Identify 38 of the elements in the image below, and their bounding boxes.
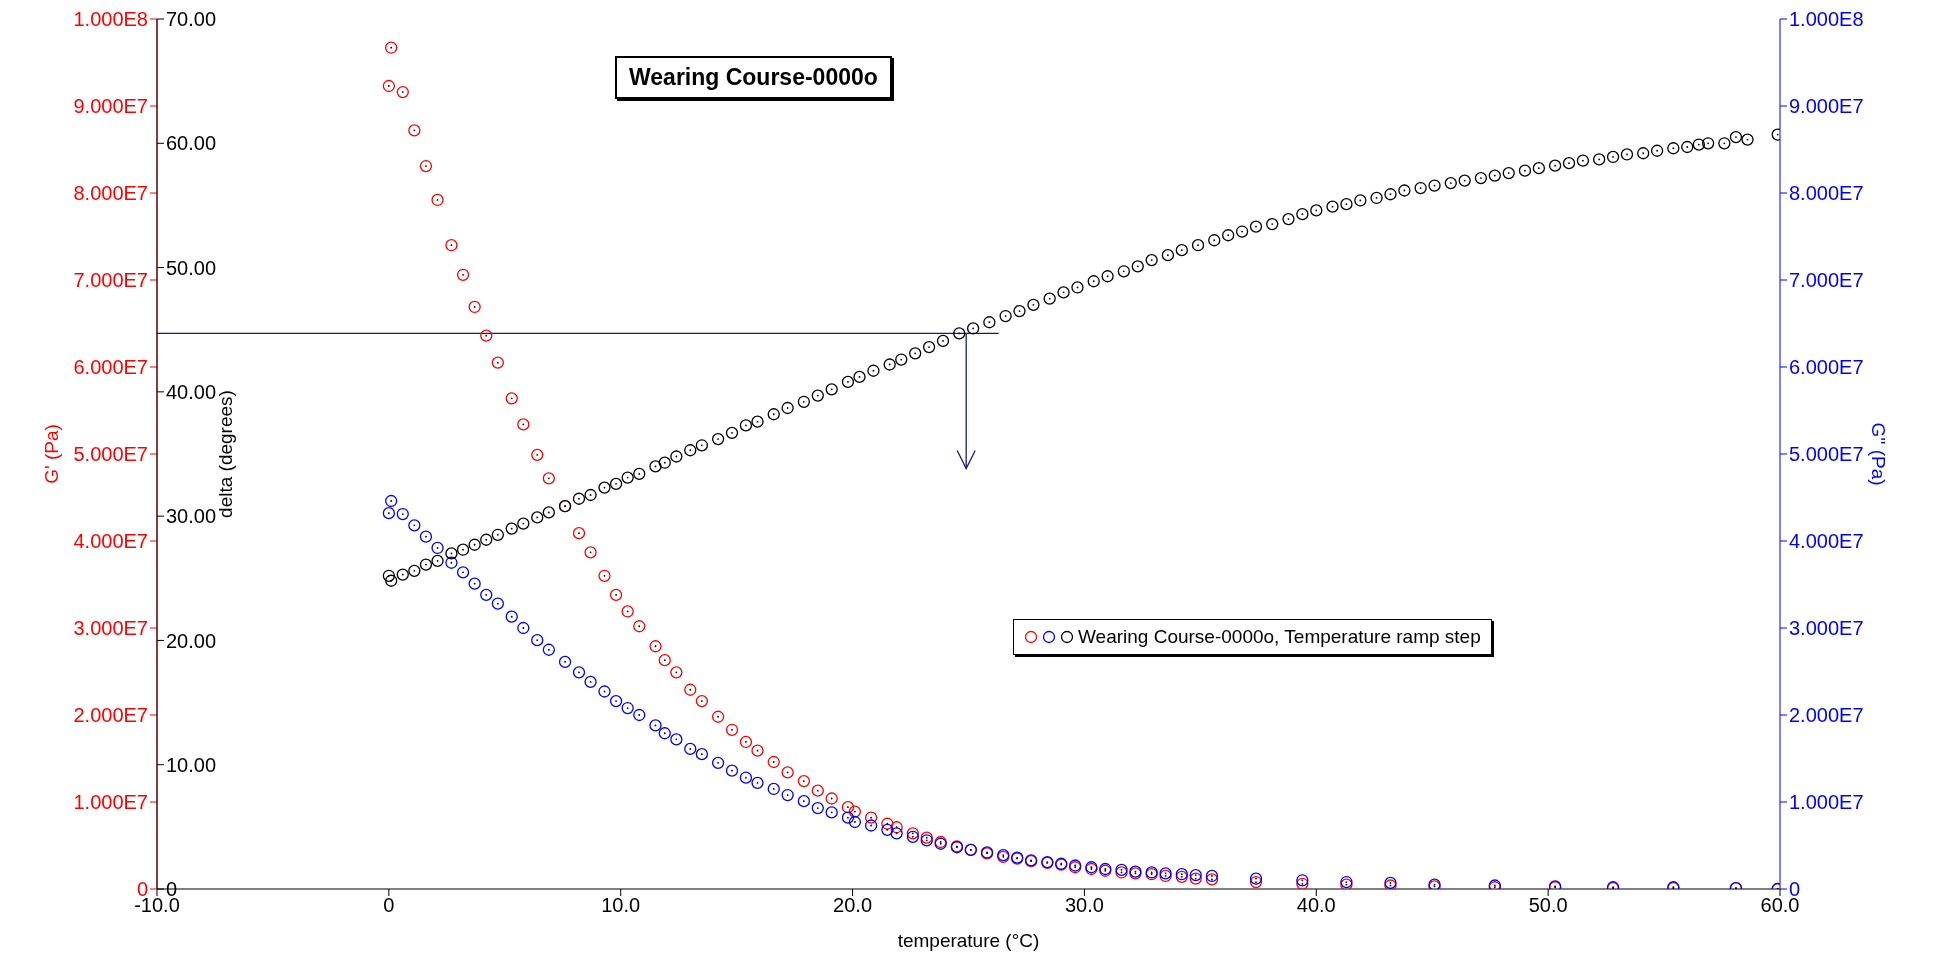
legend-label: Wearing Course-0000o, Temperature ramp step	[1078, 626, 1481, 648]
y3-tick-label: 40.00	[166, 380, 217, 403]
y2-tick-label: 2.000E7	[1789, 704, 1864, 727]
text: Wearing Course-0000o	[615, 56, 892, 99]
y3-tick-label: 60.00	[166, 132, 217, 155]
x-axis-title: temperature (°C)	[897, 930, 1040, 951]
y-tick-label: 6.000E7	[73, 356, 148, 379]
x-tick-label: 40.0	[1296, 894, 1336, 917]
y3-tick-label: 70.00	[166, 8, 217, 31]
y2-tick-label: 7.000E7	[1789, 269, 1864, 292]
y-tick-label: 7.000E7	[73, 269, 148, 292]
y2-tick-label: 6.000E7	[1789, 356, 1864, 379]
y3-tick-label: 30.00	[166, 505, 217, 528]
x-tick-label: 0	[383, 894, 395, 917]
x-tick-label: 50.0	[1528, 894, 1568, 917]
x-tick-label: 30.0	[1064, 894, 1104, 917]
y2-axis-title: G'' (Pa)	[1867, 422, 1889, 486]
y-axis-title: G' (Pa)	[40, 424, 62, 484]
y-tick-label: 3.000E7	[73, 617, 148, 640]
y2-tick-label: 5.000E7	[1789, 443, 1864, 466]
y2-tick-label: 4.000E7	[1789, 530, 1864, 553]
y2-tick-label: 3.000E7	[1789, 617, 1864, 640]
y-tick-label: 8.000E7	[73, 182, 148, 205]
y2-tick-label: 9.000E7	[1789, 95, 1864, 118]
y2-tick-label: 1.000E8	[1789, 8, 1864, 31]
y-tick-label: 1.000E8	[73, 8, 148, 31]
y3-tick-label: 20.00	[166, 629, 217, 652]
y-tick-label: 5.000E7	[73, 443, 148, 466]
y3-tick-label: 50.00	[166, 256, 217, 279]
y-tick-label: 4.000E7	[73, 530, 148, 553]
y3-tick-label: 10.00	[166, 753, 217, 776]
y-tick-label: 1.000E7	[73, 791, 148, 814]
y-tick-label: 2.000E7	[73, 704, 148, 727]
y2-tick-label: 1.000E7	[1789, 791, 1864, 814]
y-tick-label: 9.000E7	[73, 95, 148, 118]
y2-tick-label: 8.000E7	[1789, 182, 1864, 205]
x-tick-label: 10.0	[601, 894, 641, 917]
x-tick-label: 20.0	[833, 894, 873, 917]
